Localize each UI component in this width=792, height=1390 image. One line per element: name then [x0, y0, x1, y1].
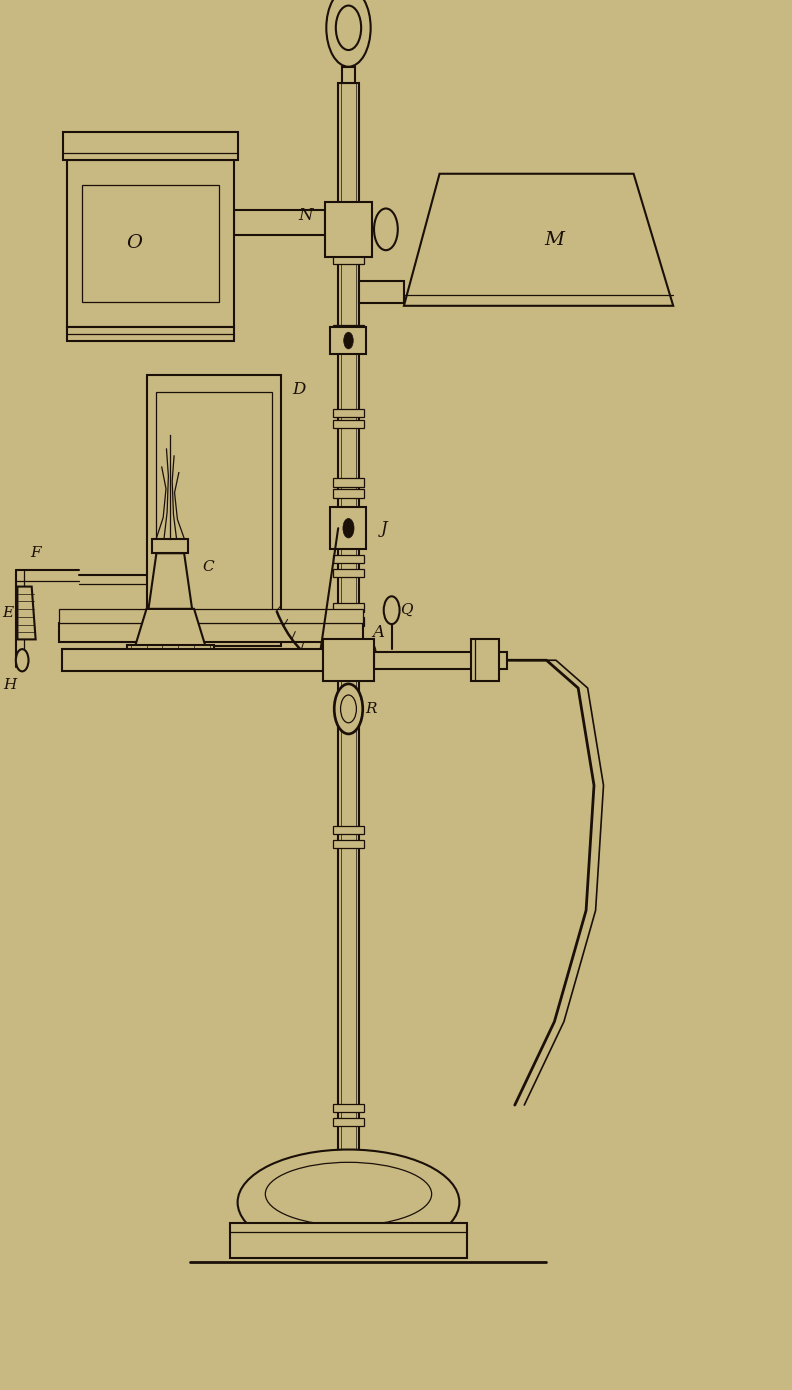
- Bar: [127, 645, 214, 662]
- Text: F: F: [30, 546, 41, 560]
- Text: E: E: [2, 606, 13, 620]
- Bar: [326, 202, 371, 257]
- Circle shape: [384, 596, 400, 624]
- Bar: [330, 507, 367, 549]
- Bar: [342, 67, 355, 83]
- Bar: [333, 242, 364, 250]
- Circle shape: [343, 518, 354, 538]
- Circle shape: [16, 649, 29, 671]
- Bar: [471, 639, 499, 681]
- Polygon shape: [148, 553, 192, 609]
- Bar: [147, 375, 281, 646]
- Bar: [333, 1104, 364, 1112]
- Bar: [152, 539, 188, 553]
- Bar: [333, 617, 364, 626]
- Text: D: D: [292, 381, 305, 398]
- Text: N: N: [299, 207, 313, 224]
- Bar: [156, 392, 272, 630]
- Bar: [234, 210, 326, 235]
- Ellipse shape: [238, 1150, 459, 1255]
- Text: O: O: [127, 235, 143, 252]
- Circle shape: [326, 0, 371, 67]
- Circle shape: [336, 6, 361, 50]
- Bar: [323, 639, 374, 681]
- Circle shape: [344, 332, 353, 349]
- Bar: [59, 609, 363, 623]
- Bar: [333, 256, 364, 264]
- Text: M: M: [544, 231, 565, 249]
- Circle shape: [334, 684, 363, 734]
- Polygon shape: [135, 609, 206, 648]
- Bar: [338, 83, 359, 1188]
- Bar: [333, 826, 364, 834]
- Bar: [359, 281, 404, 303]
- Bar: [333, 339, 364, 348]
- Ellipse shape: [265, 1162, 432, 1226]
- Bar: [230, 1223, 467, 1258]
- Text: H: H: [3, 678, 16, 692]
- Polygon shape: [404, 174, 673, 306]
- Circle shape: [374, 208, 398, 250]
- Text: C: C: [203, 560, 214, 574]
- Bar: [333, 569, 364, 577]
- Bar: [59, 623, 363, 642]
- Text: A: A: [372, 624, 385, 641]
- Bar: [333, 409, 364, 417]
- Bar: [63, 132, 238, 160]
- Text: R: R: [365, 702, 376, 716]
- Bar: [333, 420, 364, 428]
- Bar: [330, 327, 367, 354]
- Bar: [333, 1118, 364, 1126]
- Text: J: J: [381, 520, 387, 537]
- Bar: [62, 649, 348, 671]
- Bar: [333, 840, 364, 848]
- Bar: [67, 327, 234, 341]
- Circle shape: [341, 695, 356, 723]
- Bar: [67, 160, 234, 327]
- Bar: [333, 489, 364, 498]
- Bar: [82, 185, 219, 302]
- Text: Q: Q: [400, 603, 412, 617]
- Bar: [333, 555, 364, 563]
- Bar: [333, 325, 364, 334]
- Bar: [333, 478, 364, 486]
- Polygon shape: [17, 587, 36, 639]
- Bar: [333, 603, 364, 612]
- Bar: [374, 652, 507, 669]
